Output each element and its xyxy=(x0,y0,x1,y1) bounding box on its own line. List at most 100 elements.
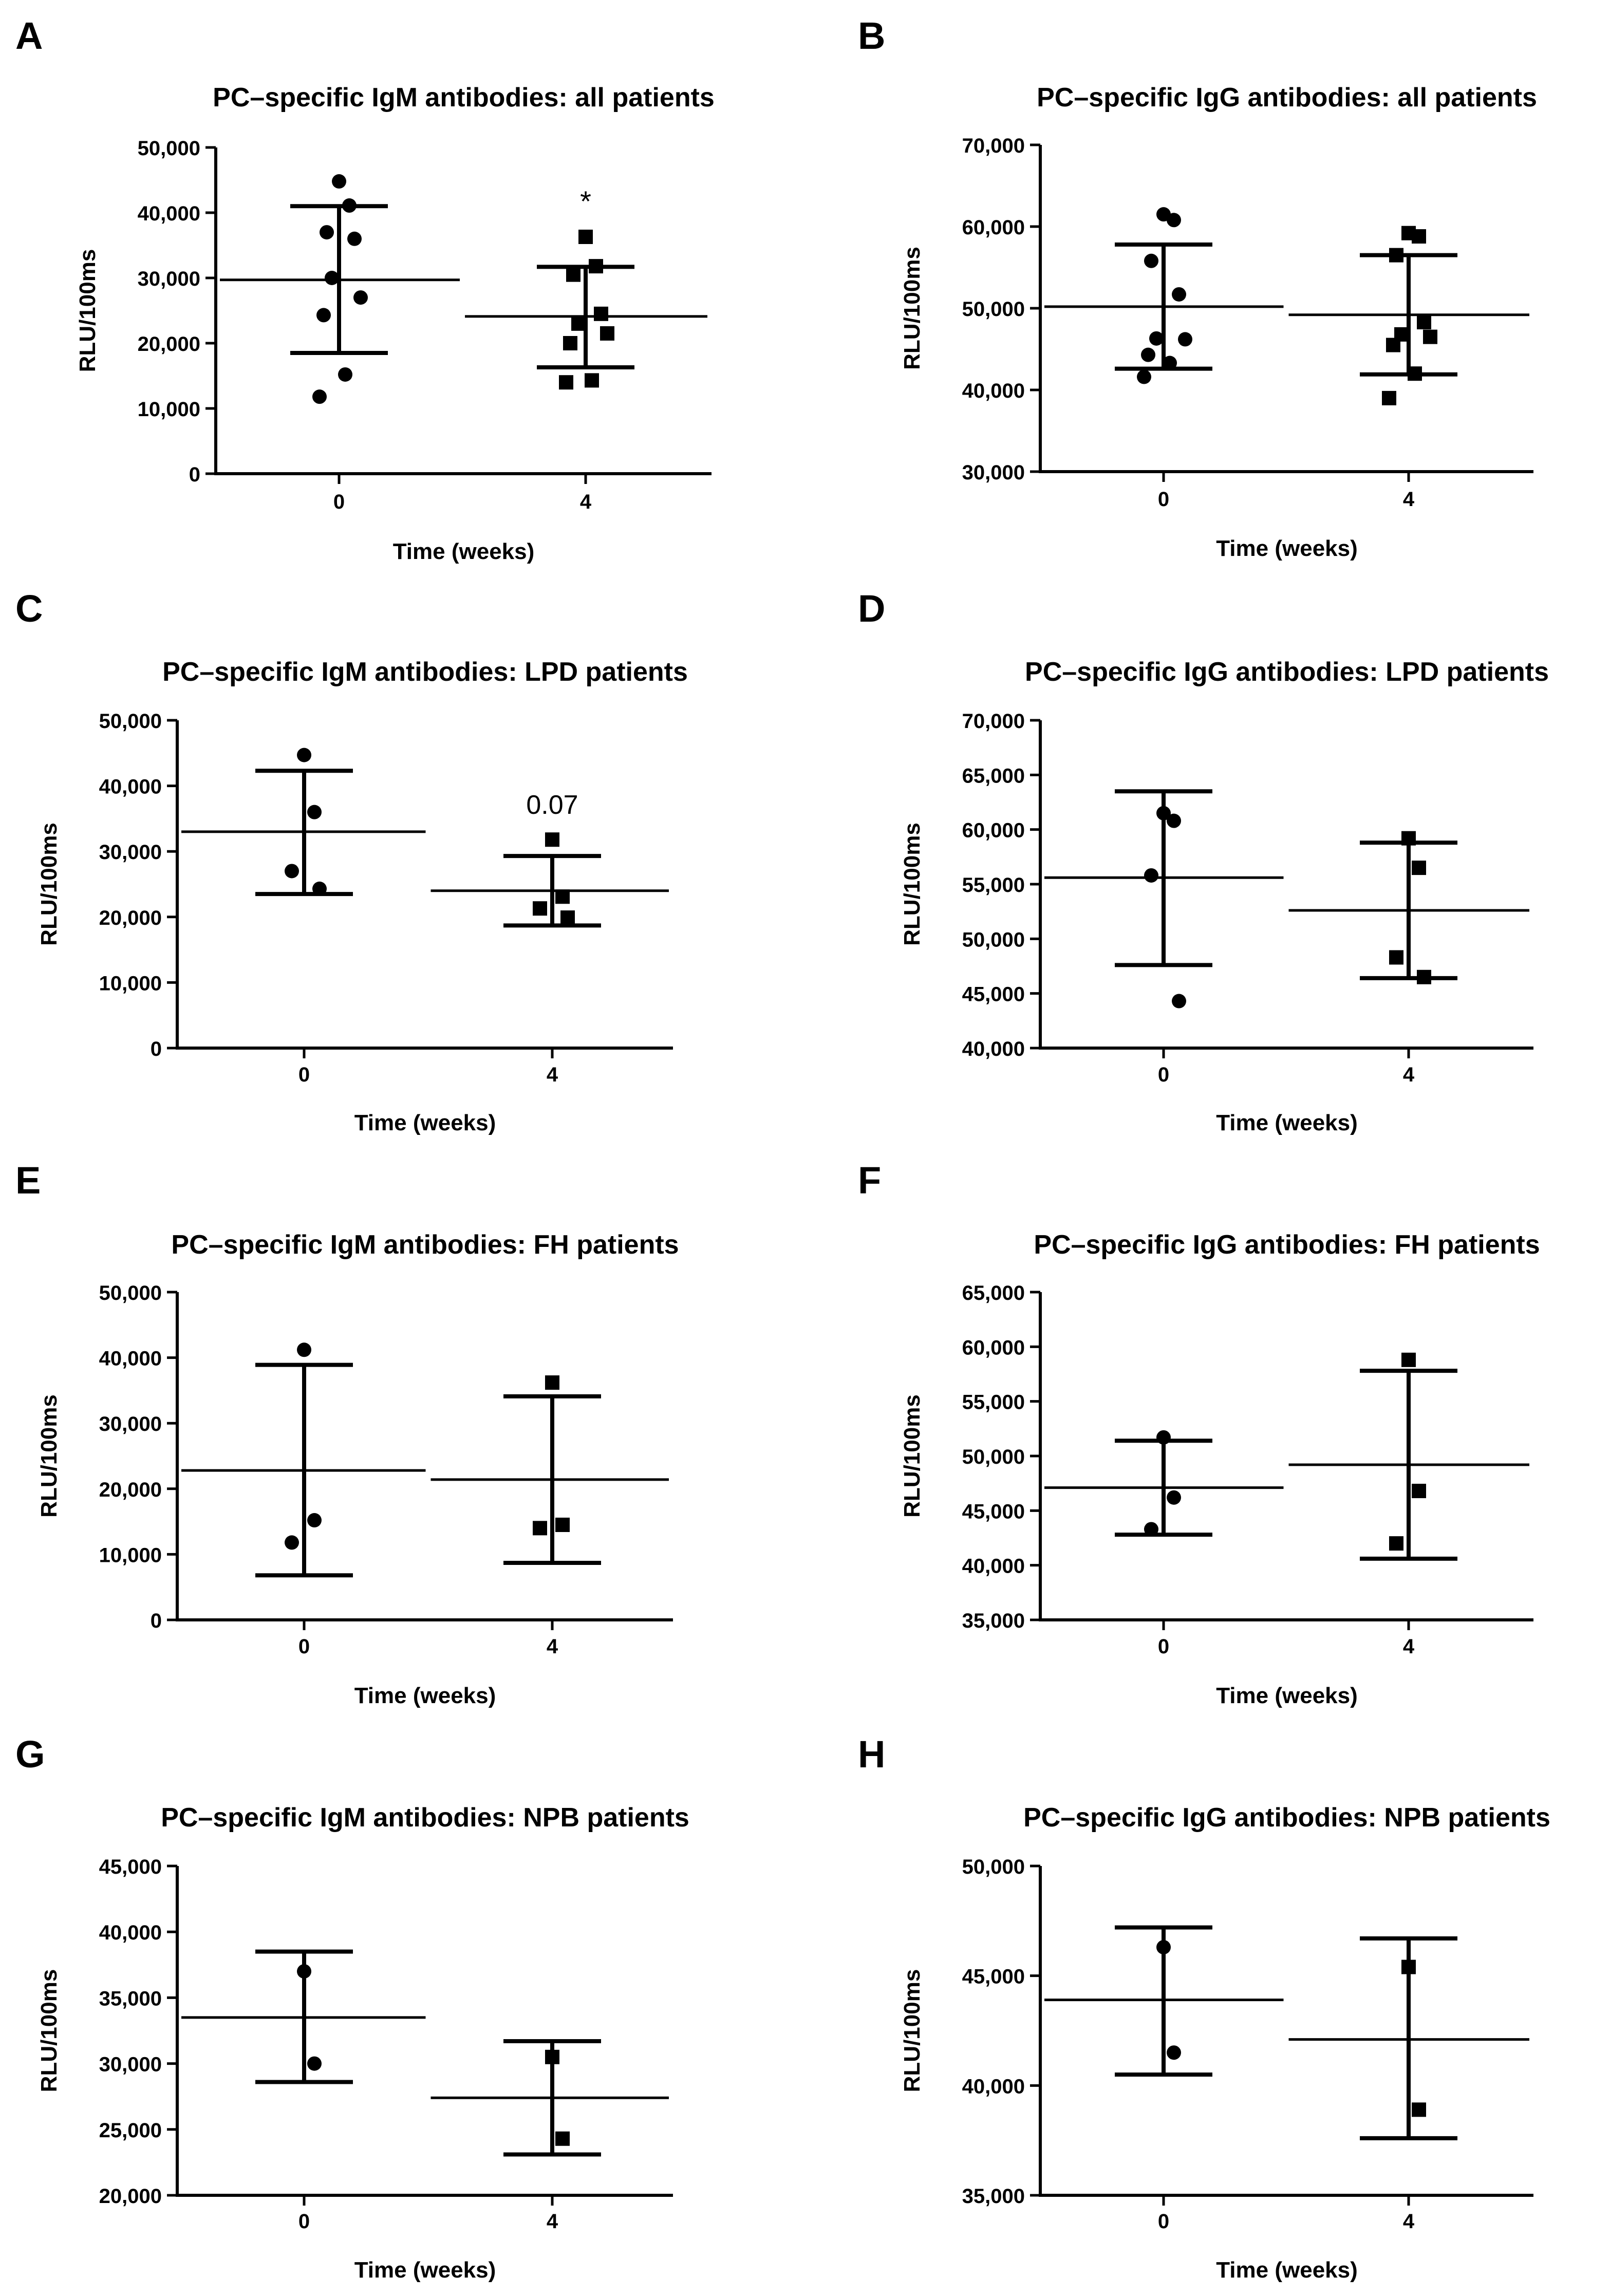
x-tick-label: 0 xyxy=(1158,1635,1169,1658)
x-tick-label: 0 xyxy=(1158,488,1169,511)
data-point xyxy=(332,174,346,189)
data-point xyxy=(297,1342,311,1357)
x-axis-label: Time (weeks) xyxy=(1216,1110,1358,1135)
y-tick-label: 50,000 xyxy=(962,298,1025,321)
series-week-0 xyxy=(1044,1925,1284,2077)
data-point xyxy=(585,373,599,388)
data-point xyxy=(312,881,327,896)
series-week-0 xyxy=(220,174,460,404)
data-point xyxy=(600,326,614,341)
significance-annotation: * xyxy=(580,185,591,217)
x-tick-label: 0 xyxy=(298,1635,310,1658)
data-point xyxy=(307,1513,322,1528)
y-tick-label: 50,000 xyxy=(138,137,200,160)
data-point xyxy=(1389,248,1403,263)
data-point xyxy=(312,389,327,404)
data-point xyxy=(555,2131,570,2146)
y-tick-label: 40,000 xyxy=(99,1348,162,1370)
y-tick-label: 70,000 xyxy=(962,135,1025,157)
data-point xyxy=(566,267,581,282)
chart-title: PC–specific IgG antibodies: NPB patients xyxy=(1023,1803,1550,1833)
panel-letter: A xyxy=(15,14,43,57)
data-point xyxy=(555,1517,570,1532)
data-point xyxy=(589,259,603,274)
y-tick-label: 10,000 xyxy=(99,972,162,995)
y-tick-label: 35,000 xyxy=(99,1987,162,2010)
panel-letter: E xyxy=(15,1159,41,1202)
x-tick-label: 0 xyxy=(1158,2210,1169,2233)
y-tick-label: 55,000 xyxy=(962,874,1025,897)
chart-title: PC–specific IgM antibodies: all patients xyxy=(213,83,715,113)
data-point xyxy=(1412,1484,1426,1499)
chart-title: PC–specific IgG antibodies: LPD patients xyxy=(1025,657,1549,687)
series-week-4 xyxy=(1288,1352,1529,1561)
data-point xyxy=(1141,347,1155,362)
chart-panel-e: E PC–specific IgM antibodies: FH patients… xyxy=(15,1159,679,1708)
y-tick-label: 30,000 xyxy=(99,841,162,864)
y-tick-label: 65,000 xyxy=(962,1282,1025,1304)
y-tick-label: 10,000 xyxy=(138,398,200,421)
y-tick-label: 20,000 xyxy=(138,333,200,356)
y-tick-label: 50,000 xyxy=(99,1282,162,1304)
chart-title: PC–specific IgG antibodies: all patients xyxy=(1037,83,1537,113)
x-axis-label: Time (weeks) xyxy=(393,539,535,564)
data-point xyxy=(1167,213,1181,228)
data-point xyxy=(307,2056,322,2071)
data-point xyxy=(533,1521,547,1536)
data-point xyxy=(1401,831,1416,846)
x-axis-label: Time (weeks) xyxy=(1216,1683,1358,1708)
data-point xyxy=(1149,331,1164,346)
y-tick-label: 0 xyxy=(151,1610,162,1632)
y-tick-label: 30,000 xyxy=(99,1413,162,1435)
data-point xyxy=(316,308,331,323)
data-point xyxy=(1167,1490,1181,1505)
data-point xyxy=(1417,315,1431,330)
y-axis-label: RLU/100ms xyxy=(36,823,62,946)
y-axis-label: RLU/100ms xyxy=(900,1394,925,1518)
data-point xyxy=(1156,1940,1171,1955)
chart-panel-g: G PC–specific IgM antibodies: NPB patient… xyxy=(15,1733,689,2283)
series-week-4 xyxy=(430,832,669,928)
y-tick-label: 40,000 xyxy=(962,1555,1025,1578)
data-point xyxy=(1386,338,1400,352)
data-point xyxy=(1389,1536,1403,1551)
chart-title: PC–specific IgM antibodies: FH patients xyxy=(171,1230,679,1260)
chart-panel-c: C PC–specific IgM antibodies: LPD patient… xyxy=(15,587,688,1135)
chart-panel-d: D PC–specific IgG antibodies: LPD patient… xyxy=(858,587,1549,1135)
series-week-0 xyxy=(1044,789,1284,1009)
x-tick-label: 0 xyxy=(298,1063,310,1086)
y-tick-label: 45,000 xyxy=(99,1856,162,1878)
data-point xyxy=(297,1964,311,1979)
y-axis-label: RLU/100ms xyxy=(900,1969,925,2093)
data-point xyxy=(533,901,547,916)
data-point xyxy=(1156,1430,1171,1445)
series-week-0 xyxy=(181,1342,426,1578)
data-point xyxy=(1172,994,1186,1009)
x-tick-label: 4 xyxy=(1403,1635,1415,1658)
x-axis-label: Time (weeks) xyxy=(1216,2257,1358,2283)
chart-title: PC–specific IgM antibodies: LPD patients xyxy=(162,657,688,687)
y-tick-label: 50,000 xyxy=(962,1446,1025,1468)
x-axis-label: Time (weeks) xyxy=(1216,536,1358,561)
y-tick-label: 25,000 xyxy=(99,2119,162,2142)
series-week-4 xyxy=(430,2039,669,2157)
data-point xyxy=(555,889,570,904)
data-point xyxy=(1178,332,1192,347)
series-week-0 xyxy=(1044,207,1284,384)
data-point xyxy=(1401,1959,1416,1974)
series-week-0 xyxy=(181,748,426,897)
y-tick-label: 55,000 xyxy=(962,1391,1025,1414)
y-tick-label: 50,000 xyxy=(962,928,1025,951)
x-tick-label: 4 xyxy=(547,1635,558,1658)
data-point xyxy=(545,832,559,847)
y-tick-label: 60,000 xyxy=(962,1336,1025,1359)
data-point xyxy=(1167,813,1181,828)
x-tick-label: 4 xyxy=(1403,1063,1415,1086)
series-week-4 xyxy=(465,229,707,390)
data-point xyxy=(559,375,573,390)
data-point xyxy=(1412,229,1426,244)
y-axis-label: RLU/100ms xyxy=(36,1394,62,1518)
data-point xyxy=(594,306,608,321)
data-point xyxy=(1156,806,1171,820)
y-tick-label: 70,000 xyxy=(962,710,1025,733)
